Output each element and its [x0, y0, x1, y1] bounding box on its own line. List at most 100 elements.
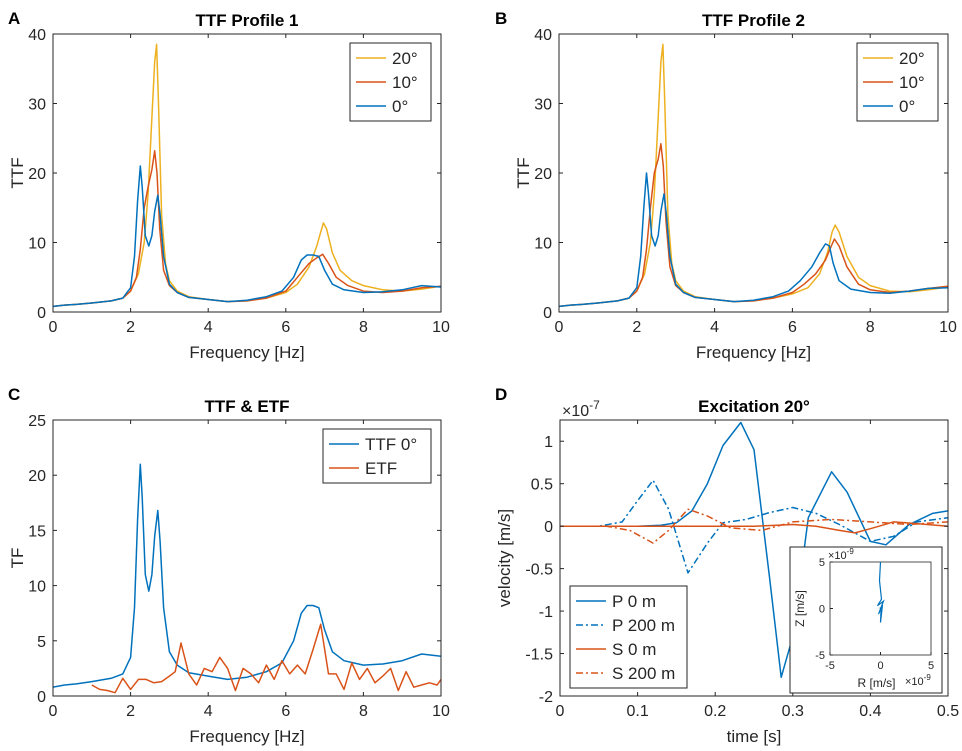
series-group	[560, 421, 948, 679]
legend-label: 10°	[899, 73, 925, 92]
x-tick-label: 0	[556, 703, 565, 720]
exponent-base: ×10	[828, 550, 847, 562]
x-tick-label: 6	[788, 319, 797, 336]
y-tick-label: 30	[534, 97, 552, 114]
chart-title: TTF & ETF	[205, 397, 290, 416]
x-tick-label: 2	[632, 319, 641, 336]
exponent-base: ×10	[905, 676, 924, 688]
y-axis-label: velocity [m/s]	[495, 509, 514, 607]
x-tick-label: 2	[126, 319, 135, 336]
series-line	[560, 421, 948, 679]
y-tick-label: 15	[28, 523, 46, 540]
series-line	[53, 165, 441, 308]
exponent-power: -7	[589, 398, 600, 412]
inset-y-tick-label: 5	[819, 557, 825, 569]
legend-box	[322, 428, 432, 484]
y-tick-label: 10	[534, 236, 552, 253]
legend-box	[569, 585, 688, 689]
x-tick-label: 6	[281, 703, 290, 720]
panel-D: D Excitation 20° 0 0.1 0.2 0.3 0.4 0.5 -2 -1.5 -1 -…	[495, 385, 959, 746]
x-tick-label: 4	[204, 319, 213, 336]
x-tick-label: 0.3	[782, 703, 804, 720]
legend-label: ETF	[365, 459, 397, 478]
y-tick-label: 0	[37, 689, 46, 706]
legend: P 0 m P 200 m S 0 m S 200 m	[569, 585, 688, 689]
x-tick-label: 10	[432, 319, 450, 336]
x-tick-label: 10	[939, 319, 957, 336]
panel-label: C	[8, 385, 20, 404]
x-axis-label: Frequency [Hz]	[189, 727, 304, 746]
x-tick-label: 6	[281, 319, 290, 336]
legend-label: TTF 0°	[365, 435, 417, 454]
y-tick-label: 0.5	[531, 477, 553, 494]
y-tick-label: -1	[539, 604, 553, 621]
y-tick-label: 25	[28, 413, 46, 430]
legend-label: 20°	[392, 49, 418, 68]
x-tick-label: 0.2	[704, 703, 726, 720]
series-group	[53, 43, 441, 308]
legend: 20° 10° 0°	[856, 42, 939, 122]
axes-box	[52, 419, 442, 697]
x-tick-label: 0	[49, 319, 58, 336]
x-axis-label: Frequency [Hz]	[696, 343, 811, 362]
y-tick-label: 20	[534, 166, 552, 183]
y-tick-label: 20	[28, 468, 46, 485]
legend-label: 20°	[899, 49, 925, 68]
y-axis-label: TF	[8, 548, 27, 569]
panel-label: B	[495, 9, 507, 28]
y-tick-label: 0	[544, 519, 553, 536]
x-tick-label: 4	[204, 703, 213, 720]
y-axis-label: TTF	[8, 157, 27, 188]
exponent-power: -9	[847, 547, 855, 556]
y-tick-label: 20	[28, 166, 46, 183]
series-line	[560, 479, 948, 574]
y-tick-label: 1	[544, 434, 553, 451]
exponent-label: ×10-7	[562, 398, 600, 420]
inset-y-tick-label: -5	[815, 650, 825, 662]
y-tick-label: 0	[543, 305, 552, 322]
legend: 20° 10° 0°	[349, 42, 432, 122]
inset-x-tick-label: 5	[928, 660, 934, 672]
chart-title: TTF Profile 1	[196, 11, 299, 30]
series-line	[560, 521, 948, 534]
series-line	[559, 172, 948, 308]
x-tick-label: 10	[432, 703, 450, 720]
x-tick-label: 0	[555, 319, 564, 336]
legend-label: P 200 m	[612, 616, 675, 635]
x-tick-label: 8	[866, 319, 875, 336]
legend-label: 0°	[392, 97, 408, 116]
y-axis-label: TTF	[514, 157, 533, 188]
series-line	[560, 508, 948, 544]
y-tick-label: 5	[37, 634, 46, 651]
inset-y-axis-label: Z [m/s]	[793, 590, 807, 627]
series-group	[53, 463, 441, 694]
x-tick-label: 0.1	[626, 703, 648, 720]
x-tick-label: 4	[710, 319, 719, 336]
y-tick-label: 10	[28, 236, 46, 253]
x-tick-label: 0	[49, 703, 58, 720]
series-group	[559, 43, 948, 308]
y-tick-label: 40	[534, 27, 552, 44]
legend-label: S 200 m	[612, 664, 675, 683]
legend: TTF 0° ETF	[322, 428, 432, 484]
inset-x-tick-label: 0	[877, 660, 883, 672]
panel-A: A TTF Profile 1 0 2 4 6 8 10 0 10 20 30 40 Frequency …	[8, 9, 450, 362]
panel-C: C TTF & ETF 0 2 4 6 8 10 0 5 10 15 20 25 Frequency [Hz…	[8, 385, 450, 746]
inset-x-axis-label: R [m/s]	[858, 676, 896, 690]
legend-label: 10°	[392, 73, 418, 92]
panel-label: D	[495, 385, 507, 404]
exponent-power: -9	[924, 673, 932, 682]
chart-title: TTF Profile 2	[702, 11, 805, 30]
x-tick-label: 0.4	[859, 703, 881, 720]
exponent-base: ×10	[562, 403, 589, 420]
x-axis-label: time [s]	[727, 727, 782, 746]
legend-label: P 0 m	[612, 592, 656, 611]
y-tick-label: -0.5	[525, 562, 553, 579]
legend-label: S 0 m	[612, 640, 656, 659]
y-tick-label: -1.5	[525, 647, 553, 664]
legend-label: 0°	[899, 97, 915, 116]
inset-y-exponent: ×10-9	[828, 547, 854, 562]
y-tick-label: 0	[37, 305, 46, 322]
inset-series-line	[876, 561, 885, 623]
